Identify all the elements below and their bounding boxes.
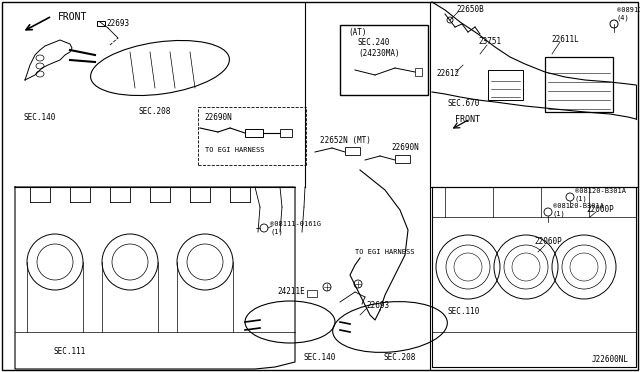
Text: 22690N: 22690N	[204, 113, 232, 122]
Text: SEC.111: SEC.111	[54, 347, 86, 356]
Text: ®08911-1062G
(4): ®08911-1062G (4)	[617, 7, 640, 21]
Text: 22650B: 22650B	[456, 6, 484, 15]
Text: FRONT: FRONT	[456, 115, 481, 125]
Bar	[415, 68, 422, 76]
Text: SEC.670: SEC.670	[448, 99, 481, 109]
Text: 22652N (MT): 22652N (MT)	[319, 135, 371, 144]
Text: 22693: 22693	[106, 19, 129, 29]
Text: 22611L: 22611L	[551, 35, 579, 45]
Text: ®08120-B301A
(1): ®08120-B301A (1)	[575, 188, 626, 202]
Text: SEC.240
(24230MA): SEC.240 (24230MA)	[358, 38, 399, 58]
Text: ®08120-B301A
(1): ®08120-B301A (1)	[553, 203, 604, 217]
Bar	[97, 21, 105, 26]
Text: 24211E: 24211E	[277, 288, 305, 296]
Text: 22060P: 22060P	[586, 205, 614, 214]
Text: 22612: 22612	[436, 70, 460, 78]
Bar	[340, 25, 428, 95]
Text: TO EGI HARNESS: TO EGI HARNESS	[205, 147, 265, 153]
Text: SEC.208: SEC.208	[139, 108, 171, 116]
Bar	[245, 129, 263, 137]
Text: FRONT: FRONT	[58, 12, 88, 22]
Text: 22693: 22693	[367, 301, 390, 310]
Text: J22600NL: J22600NL	[591, 356, 628, 365]
Text: ®08111-0161G
(1): ®08111-0161G (1)	[270, 221, 321, 235]
Bar	[307, 290, 317, 297]
Text: 22060P: 22060P	[534, 237, 562, 247]
Text: SEC.208: SEC.208	[384, 353, 416, 362]
Text: 22690N: 22690N	[391, 144, 419, 153]
Text: SEC.140: SEC.140	[24, 113, 56, 122]
Text: 23751: 23751	[479, 38, 502, 46]
Text: (AT): (AT)	[348, 28, 367, 36]
Bar	[488, 70, 523, 100]
Bar	[280, 129, 292, 137]
Bar	[345, 147, 360, 155]
Bar	[545, 57, 613, 112]
Text: TO EGI HARNESS: TO EGI HARNESS	[355, 249, 415, 255]
Text: SEC.110: SEC.110	[448, 308, 481, 317]
Bar	[395, 155, 410, 163]
Text: SEC.140: SEC.140	[304, 353, 336, 362]
